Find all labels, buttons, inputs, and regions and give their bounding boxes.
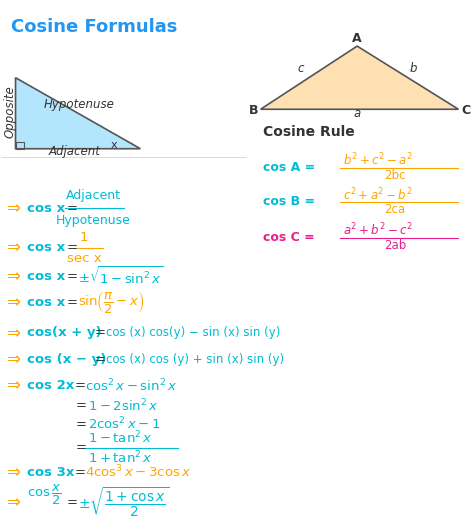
Text: 1: 1 [80, 231, 88, 244]
Text: cos (x) cos (y) + sin (x) sin (y): cos (x) cos (y) + sin (x) sin (y) [106, 353, 284, 366]
Text: =: = [95, 326, 106, 340]
Text: a: a [354, 107, 361, 120]
Text: $\pm\sqrt{\dfrac{1 + \cos x}{2}}$: $\pm\sqrt{\dfrac{1 + \cos x}{2}}$ [78, 486, 169, 519]
Text: Opposite: Opposite [3, 86, 17, 138]
Text: $1 + \tan^2x$: $1 + \tan^2x$ [88, 449, 153, 466]
Text: cos C =: cos C = [263, 231, 315, 244]
Text: $a^2+ b^2- c^2$: $a^2+ b^2- c^2$ [343, 222, 413, 239]
Polygon shape [16, 78, 140, 149]
Text: ⇒: ⇒ [6, 494, 20, 512]
Text: A: A [352, 32, 362, 45]
Text: =: = [74, 466, 85, 479]
Text: cos 3x: cos 3x [27, 466, 75, 479]
Text: Cosine Formulas: Cosine Formulas [11, 18, 177, 36]
Text: ⇒: ⇒ [6, 239, 20, 257]
Text: Hypotenuse: Hypotenuse [56, 214, 131, 227]
Text: cos 2x: cos 2x [27, 379, 74, 392]
Text: $4\cos^3x - 3\cos x$: $4\cos^3x - 3\cos x$ [85, 464, 191, 481]
Text: ⇒: ⇒ [6, 294, 20, 312]
Text: =: = [66, 202, 77, 215]
Text: B: B [249, 104, 258, 117]
Text: $b^2+ c^2- a^2$: $b^2+ c^2- a^2$ [343, 152, 413, 169]
Text: ⇒: ⇒ [6, 199, 20, 217]
Text: 2ab: 2ab [384, 239, 406, 251]
Text: =: = [76, 418, 87, 431]
Text: $\pm\sqrt{1 - \sin^2x}$: $\pm\sqrt{1 - \sin^2x}$ [78, 266, 163, 287]
Text: cos x: cos x [27, 296, 65, 309]
Text: cos x: cos x [27, 270, 65, 282]
Text: sec x: sec x [66, 252, 101, 264]
Text: ⇒: ⇒ [6, 267, 20, 285]
Text: c: c [297, 62, 304, 75]
Text: =: = [66, 270, 77, 282]
Text: =: = [66, 296, 77, 309]
Text: cos(x + y): cos(x + y) [27, 326, 102, 340]
Text: ⇒: ⇒ [6, 350, 20, 368]
Text: ⇒: ⇒ [6, 377, 20, 395]
Text: =: = [66, 241, 77, 254]
Text: Adjacent: Adjacent [66, 189, 121, 202]
Text: cos x: cos x [27, 241, 65, 254]
Text: $1 - \tan^2x$: $1 - \tan^2x$ [88, 430, 153, 446]
Text: $c^2+ a^2- b^2$: $c^2+ a^2- b^2$ [343, 186, 413, 203]
Text: =: = [76, 399, 87, 412]
Text: =: = [76, 441, 87, 454]
Text: Adjacent: Adjacent [48, 145, 100, 158]
Text: cos A =: cos A = [263, 161, 315, 174]
Text: $\sin\!\left(\dfrac{\pi}{2} - x\right)$: $\sin\!\left(\dfrac{\pi}{2} - x\right)$ [78, 289, 144, 315]
Text: ⇒: ⇒ [6, 324, 20, 342]
Text: b: b [410, 62, 418, 75]
Text: cos (x − y): cos (x − y) [27, 353, 107, 366]
Text: cos x: cos x [27, 202, 65, 215]
Text: =: = [66, 496, 77, 509]
Text: Cosine Rule: Cosine Rule [263, 125, 355, 139]
Polygon shape [261, 46, 458, 110]
Text: 2bc: 2bc [384, 169, 406, 181]
Text: $\cos^2x - \sin^2x$: $\cos^2x - \sin^2x$ [85, 377, 178, 394]
Text: cos (x) cos(y) − sin (x) sin (y): cos (x) cos(y) − sin (x) sin (y) [106, 326, 281, 340]
Text: Hypotenuse: Hypotenuse [44, 97, 115, 111]
Text: $1 - 2\sin^2x$: $1 - 2\sin^2x$ [88, 397, 158, 414]
Text: C: C [461, 104, 470, 117]
Text: x: x [110, 140, 117, 150]
Text: =: = [95, 353, 106, 366]
Text: 2ca: 2ca [384, 203, 405, 216]
Text: cos B =: cos B = [263, 195, 315, 208]
Text: ⇒: ⇒ [6, 463, 20, 481]
Text: =: = [74, 379, 85, 392]
Text: $2\cos^2x - 1$: $2\cos^2x - 1$ [88, 416, 160, 433]
Text: $\cos\dfrac{x}{2}$: $\cos\dfrac{x}{2}$ [27, 482, 62, 507]
